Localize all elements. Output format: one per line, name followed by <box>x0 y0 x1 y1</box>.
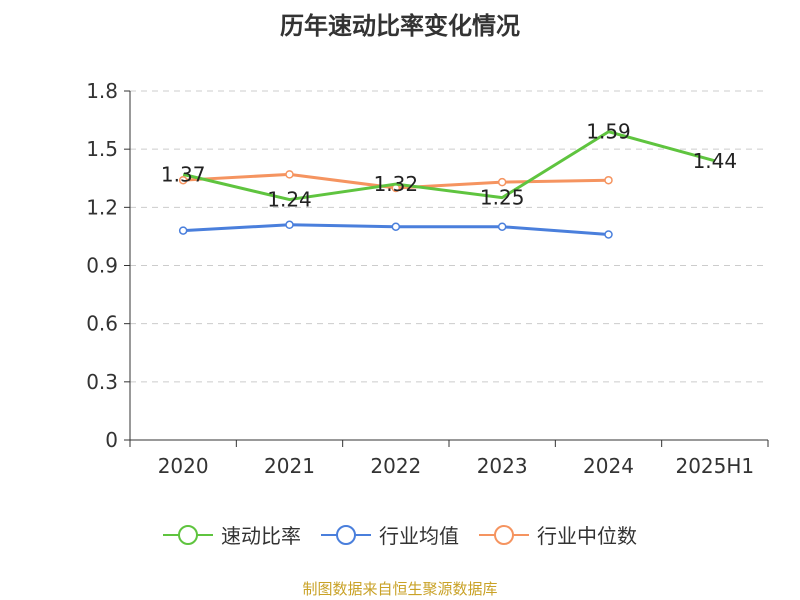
source-note: 制图数据来自恒生聚源数据库 <box>302 580 498 598</box>
series-lines <box>178 130 716 239</box>
data-label: 1.44 <box>693 149 738 173</box>
legend: 速动比率 行业均值 行业中位数 <box>0 520 800 549</box>
y-tick-label: 0.3 <box>86 370 118 394</box>
x-tick-label: 2022 <box>370 454 421 478</box>
x-tick-label: 2023 <box>477 454 528 478</box>
legend-symbol-icon <box>321 524 371 545</box>
x-tick-label: 2025H1 <box>675 454 754 478</box>
legend-label: 速动比率 <box>221 524 301 548</box>
legend-label: 行业均值 <box>379 524 459 548</box>
x-tick-label: 2024 <box>583 454 634 478</box>
data-label: 1.25 <box>480 186 525 210</box>
y-tick-label: 1.5 <box>86 137 118 161</box>
series-point <box>285 170 294 179</box>
y-tick-label: 0 <box>105 428 118 452</box>
data-label: 1.24 <box>267 188 312 212</box>
data-label: 1.32 <box>374 172 419 196</box>
series-point <box>604 230 613 239</box>
line-chart: 0 0.3 0.6 0.9 1.2 1.5 1.8 2020 2021 2022 2023 2024 2… <box>86 79 769 478</box>
data-label: 1.37 <box>161 162 206 186</box>
y-tick-label: 0.9 <box>86 254 118 278</box>
grid-lines <box>130 90 768 383</box>
y-tick-label: 1.8 <box>86 79 118 103</box>
legend-item[interactable]: 行业均值 <box>321 520 459 549</box>
chart-title: 历年速动比率变化情况 <box>280 12 520 40</box>
series-point <box>391 222 401 231</box>
y-tick-label: 1.2 <box>86 195 118 219</box>
legend-symbol-icon <box>163 524 213 545</box>
series-point <box>285 220 294 230</box>
series-line <box>182 130 716 202</box>
legend-symbol-icon <box>479 524 529 545</box>
data-label: 1.59 <box>586 120 631 144</box>
legend-item[interactable]: 速动比率 <box>163 520 301 549</box>
axes: 0 0.3 0.6 0.9 1.2 1.5 1.8 2020 2021 2022 2023 2024 2… <box>86 79 769 478</box>
series-point <box>178 175 188 185</box>
x-tick-label: 2020 <box>158 454 209 478</box>
legend-label: 行业中位数 <box>537 524 637 548</box>
data-labels: 1.37 1.24 1.32 1.25 1.59 1.44 <box>161 120 737 212</box>
y-tick-label: 0.6 <box>86 312 118 336</box>
series-point <box>497 222 507 231</box>
series-point <box>178 226 188 235</box>
legend-item[interactable]: 行业中位数 <box>479 520 637 549</box>
series-point <box>497 177 507 187</box>
series-point <box>604 175 613 185</box>
x-tick-label: 2021 <box>264 454 315 478</box>
